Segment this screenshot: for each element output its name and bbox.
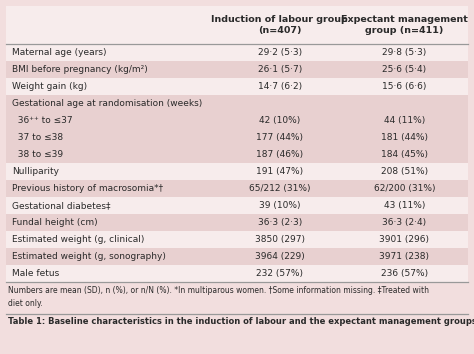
Text: Weight gain (kg): Weight gain (kg) [12,82,87,91]
Text: Induction of labour group
(n=407): Induction of labour group (n=407) [211,15,348,35]
Text: 29·2 (5·3): 29·2 (5·3) [258,48,302,57]
Text: 44 (11%): 44 (11%) [384,116,425,125]
Text: Table 1: Baseline characteristics in the induction of labour and the expectant m: Table 1: Baseline characteristics in the… [8,317,474,326]
Text: 38 to ≤39: 38 to ≤39 [12,150,64,159]
Text: 15·6 (6·6): 15·6 (6·6) [383,82,427,91]
Text: 37 to ≤38: 37 to ≤38 [12,133,64,142]
Bar [6,163,468,180]
Bar [6,6,468,44]
Bar [6,146,468,163]
Bar [6,214,468,231]
Text: 3964 (229): 3964 (229) [255,252,305,261]
Text: 42 (10%): 42 (10%) [259,116,301,125]
Text: Previous history of macrosomia*†: Previous history of macrosomia*† [12,184,164,193]
Text: 187 (46%): 187 (46%) [256,150,303,159]
Text: BMI before pregnancy (kg/m²): BMI before pregnancy (kg/m²) [12,65,148,74]
Text: 3901 (296): 3901 (296) [380,235,429,244]
Text: 36·3 (2·4): 36·3 (2·4) [383,218,427,227]
Text: 36⁺⁺ to ≤37: 36⁺⁺ to ≤37 [12,116,73,125]
Bar [6,44,468,61]
Text: 43 (11%): 43 (11%) [384,201,425,210]
Bar [6,61,468,78]
Bar [6,231,468,248]
Bar [6,112,468,129]
Text: 181 (44%): 181 (44%) [381,133,428,142]
Text: 25·6 (5·4): 25·6 (5·4) [383,65,427,74]
Text: Gestational age at randomisation (weeks): Gestational age at randomisation (weeks) [12,99,202,108]
Text: 39 (10%): 39 (10%) [259,201,301,210]
Text: 3850 (297): 3850 (297) [255,235,305,244]
Text: Nulliparity: Nulliparity [12,167,59,176]
Text: 177 (44%): 177 (44%) [256,133,303,142]
Bar [6,180,468,197]
Text: 232 (57%): 232 (57%) [256,269,303,278]
Text: Male fetus: Male fetus [12,269,60,278]
Text: Numbers are mean (SD), n (%), or n/N (%). *In multiparous women. †Some informati: Numbers are mean (SD), n (%), or n/N (%)… [8,286,429,308]
Bar [6,78,468,95]
Text: Expectant management
group (n=411): Expectant management group (n=411) [341,15,468,35]
Bar [6,95,468,112]
Bar [6,197,468,214]
Text: 26·1 (5·7): 26·1 (5·7) [257,65,302,74]
Bar [6,248,468,265]
Text: 208 (51%): 208 (51%) [381,167,428,176]
Text: 65/212 (31%): 65/212 (31%) [249,184,310,193]
Text: 184 (45%): 184 (45%) [381,150,428,159]
Text: 14·7 (6·2): 14·7 (6·2) [258,82,302,91]
Text: 62/200 (31%): 62/200 (31%) [374,184,435,193]
Bar [6,265,468,282]
Text: 36·3 (2·3): 36·3 (2·3) [257,218,302,227]
Text: 3971 (238): 3971 (238) [380,252,429,261]
Text: Gestational diabetes‡: Gestational diabetes‡ [12,201,111,210]
Bar [6,129,468,146]
Text: Fundal height (cm): Fundal height (cm) [12,218,98,227]
Text: 29·8 (5·3): 29·8 (5·3) [383,48,427,57]
Text: Maternal age (years): Maternal age (years) [12,48,107,57]
Text: Estimated weight (g, clinical): Estimated weight (g, clinical) [12,235,145,244]
Text: 191 (47%): 191 (47%) [256,167,303,176]
Text: Estimated weight (g, sonography): Estimated weight (g, sonography) [12,252,166,261]
Text: 236 (57%): 236 (57%) [381,269,428,278]
